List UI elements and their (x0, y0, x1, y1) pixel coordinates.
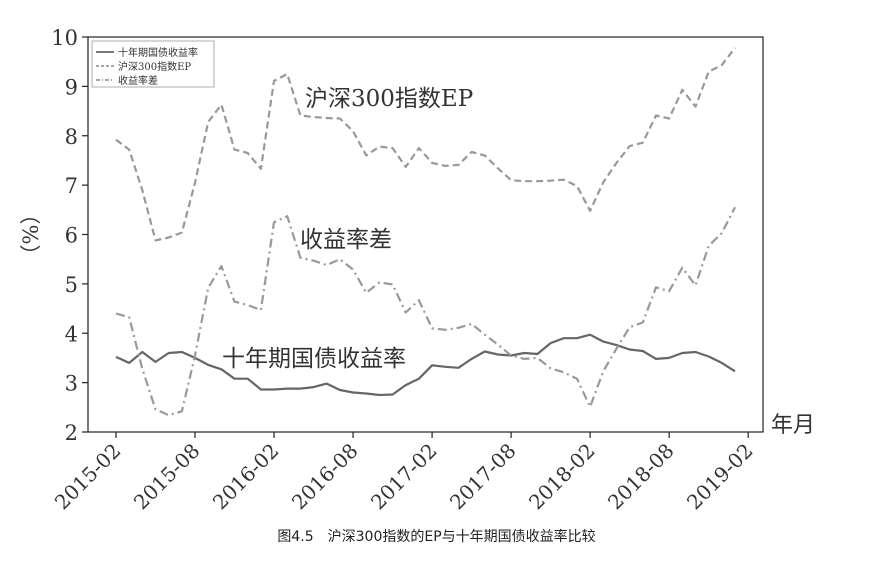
y-tick-label: 7 (65, 174, 78, 198)
x-tick-label: 2017-08 (445, 439, 521, 515)
chart-area: 2 3 4 5 6 7 8 9 10 2015-02 2015-08 2016-02 2016-08 20… (19, 26, 815, 515)
legend-label: 十年期国债收益率 (118, 46, 198, 59)
y-tick-label: 3 (65, 372, 78, 396)
y-tick-label: 6 (65, 224, 78, 248)
legend-label: 沪深300指数EP (118, 60, 191, 73)
figure-caption: 图4.5 沪深300指数的EP与十年期国债收益率比较 (277, 529, 596, 545)
series-annotation: 收益率差 (300, 227, 392, 253)
series-line-0 (115, 333, 736, 397)
y-tick-label: 10 (51, 26, 78, 50)
x-tick-label: 2018-08 (603, 439, 679, 515)
y-tick-label: 5 (65, 273, 78, 297)
series-annotation: 十年期国债收益率 (222, 346, 406, 372)
x-tick-label: 2016-08 (287, 439, 363, 515)
series-line-2 (115, 206, 736, 417)
series-annotation: 沪深300指数EP (305, 86, 473, 112)
y-axis-label: （%） (19, 204, 43, 266)
x-axis-label: 年月 (771, 413, 815, 438)
x-tick-label: 2018-02 (524, 439, 600, 515)
x-tick-label: 2015-08 (129, 439, 205, 515)
y-tick-label: 2 (65, 421, 78, 445)
x-tick-label: 2016-02 (208, 439, 284, 515)
x-tick-label: 2015-02 (50, 439, 126, 515)
x-tick-label: 2017-02 (366, 439, 442, 515)
series-line-1 (115, 47, 736, 242)
y-tick-label: 9 (65, 75, 78, 99)
y-tick-label: 8 (65, 125, 78, 149)
legend-box (91, 40, 215, 88)
y-tick-label: 4 (65, 322, 78, 346)
legend-label: 收益率差 (118, 74, 158, 87)
x-tick-label: 2019-02 (682, 439, 758, 515)
